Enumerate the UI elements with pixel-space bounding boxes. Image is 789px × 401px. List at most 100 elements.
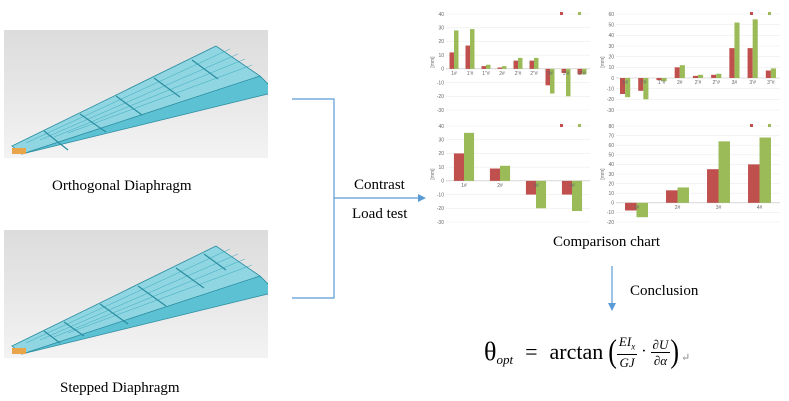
bar-series-1 <box>525 180 536 195</box>
x-category-label: 1'# <box>640 80 647 86</box>
bar-series-2 <box>643 78 649 100</box>
y-tick-label: 40 <box>608 33 614 39</box>
x-category-label: 2# <box>497 183 503 189</box>
x-category-label: 3''# <box>767 80 775 86</box>
x-category-label: 3'# <box>563 71 570 77</box>
x-category-label: 3''# <box>578 71 586 77</box>
legend-swatch-red <box>750 12 753 15</box>
bar-series-2 <box>486 64 491 69</box>
equals-sign: = <box>525 339 538 364</box>
x-category-label: 1''# <box>482 71 490 77</box>
y-tick-label: -30 <box>437 108 444 114</box>
y-tick-label: -20 <box>607 220 614 226</box>
bar-series-1 <box>481 66 486 69</box>
bar-series-1 <box>656 78 662 81</box>
bar-series-1 <box>529 60 534 69</box>
legend-swatch-green <box>578 12 581 15</box>
bar-series-2 <box>572 180 583 212</box>
left-paren: ( <box>608 333 617 370</box>
legend-swatch-red <box>560 12 563 15</box>
y-tick-label: 10 <box>608 65 614 71</box>
contrast-label: Contrast <box>354 177 405 193</box>
chart-background <box>428 116 594 228</box>
bar-series-1 <box>666 190 678 203</box>
x-category-label: 1# <box>622 80 628 86</box>
bar-series-2 <box>582 68 587 75</box>
y-tick-label: 40 <box>608 162 614 168</box>
bar-series-2 <box>502 66 507 69</box>
legend-swatch-green <box>768 12 771 15</box>
bar-series-1 <box>707 169 719 203</box>
y-tick-label: 30 <box>438 138 444 144</box>
bar-series-2 <box>677 187 689 203</box>
fraction-denominator-gj: GJ <box>619 355 635 371</box>
bar-series-1 <box>513 60 518 69</box>
y-tick-label: 20 <box>608 181 614 187</box>
fraction-numerator-du: ∂U <box>650 336 671 353</box>
optimal-angle-formula: θ opt = arctan ( EIx GJ · ∂U ∂α ) ↵ <box>484 330 690 374</box>
bar-series-2 <box>536 180 547 209</box>
y-tick-label: 40 <box>438 12 444 18</box>
y-tick-label: 30 <box>608 172 614 178</box>
bar-series-2 <box>518 57 523 69</box>
y-tick-label: 0 <box>611 201 614 207</box>
load-test-label: Load test <box>352 206 408 222</box>
dot-operator: · <box>641 343 647 360</box>
bar-series-1 <box>747 48 753 78</box>
comparison-chart-caption: Comparison chart <box>553 234 661 250</box>
y-tick-label: 30 <box>608 44 614 50</box>
bar-series-2 <box>661 78 667 82</box>
fraction-ei-gj: EIx GJ <box>616 334 638 371</box>
bar-series-1 <box>449 52 454 69</box>
right-paren: ) <box>670 333 680 370</box>
y-tick-label: -20 <box>607 97 614 103</box>
stepped-caption: Stepped Diaphragm <box>60 380 180 396</box>
y-tick-label: -30 <box>607 108 614 114</box>
bar-series-2 <box>698 74 704 78</box>
bar-series-1 <box>497 67 502 69</box>
legend-swatch-red <box>560 124 563 127</box>
x-category-label: 3# <box>533 183 539 189</box>
legend-swatch-red <box>750 124 753 127</box>
bar-series-2 <box>636 202 648 218</box>
orthogonal-model-image <box>4 30 277 158</box>
y-tick-label: 20 <box>438 151 444 157</box>
theta-subscript: opt <box>496 352 514 367</box>
x-category-label: 3# <box>732 80 738 86</box>
y-tick-label: 40 <box>438 124 444 130</box>
bar-series-1 <box>489 168 500 181</box>
y-tick-label: 20 <box>608 54 614 60</box>
bar-series-1 <box>561 180 572 195</box>
bar-series-1 <box>765 70 771 78</box>
bar-series-2 <box>464 132 475 181</box>
legend-swatch-green <box>768 124 771 127</box>
theta-symbol: θ <box>484 337 497 366</box>
y-tick-label: 0 <box>441 67 444 73</box>
orthogonal-caption: Orthogonal Diaphragm <box>52 178 192 194</box>
x-category-label: 1''# <box>658 80 666 86</box>
fraction-numerator-sub: x <box>631 341 636 352</box>
bar-series-1 <box>711 74 717 78</box>
chart-3: -30 -20 -10 0 10 20 30 40 [mm] 1# 2# 3# 4# <box>428 116 594 228</box>
y-tick-label: 0 <box>611 76 614 82</box>
bar-series-1 <box>545 68 550 86</box>
y-unit-label: [mm] <box>430 168 436 180</box>
y-tick-label: 50 <box>608 22 614 28</box>
bar-series-1 <box>453 153 464 181</box>
bar-series-2 <box>752 19 758 78</box>
bar-series-2 <box>718 141 730 203</box>
y-tick-label: 60 <box>608 12 614 18</box>
orthogonal-deck-drawing <box>11 45 277 155</box>
x-category-label: 2''# <box>530 71 538 77</box>
fraction-denominator-dalpha: ∂α <box>653 352 668 368</box>
bar-series-1 <box>638 78 644 91</box>
conclusion-arrow <box>608 266 616 311</box>
fraction-du-dalpha: ∂U ∂α <box>650 336 671 368</box>
y-tick-label: 60 <box>608 143 614 149</box>
bar-series-1 <box>625 202 637 211</box>
x-category-label: 4# <box>757 205 763 211</box>
y-tick-label: -10 <box>437 192 444 198</box>
bar-series-2 <box>734 22 740 78</box>
bar-series-2 <box>534 57 539 69</box>
y-tick-label: 10 <box>438 165 444 171</box>
